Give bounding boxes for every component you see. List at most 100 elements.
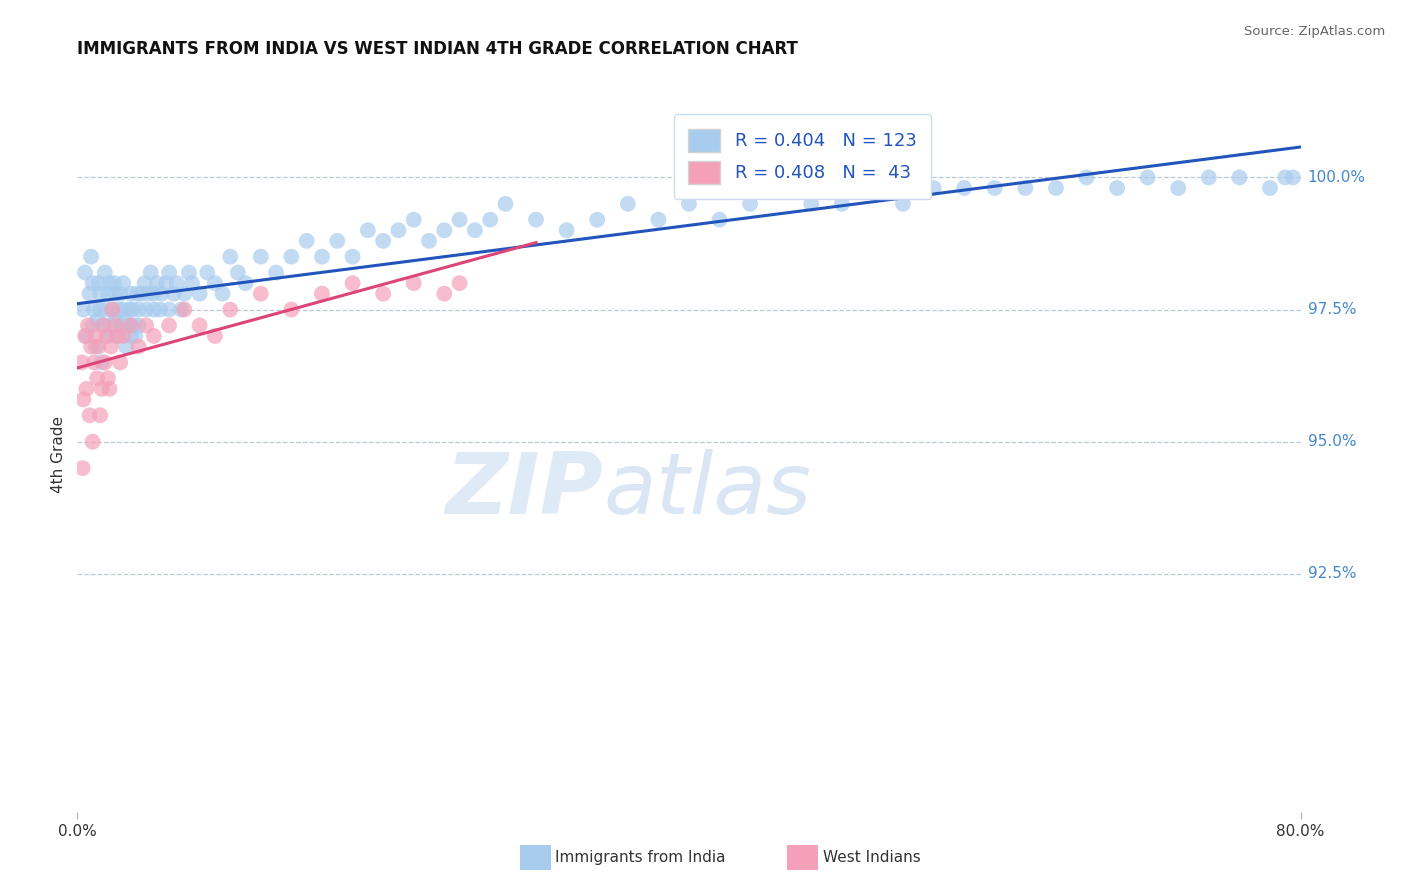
Point — [342, 276, 364, 290]
Text: Source: ZipAtlas.com: Source: ZipAtlas.com — [1244, 25, 1385, 38]
Point — [89, 286, 111, 301]
Point — [97, 371, 120, 385]
Point — [311, 250, 333, 264]
Point — [371, 234, 394, 248]
Point — [98, 276, 121, 290]
Point — [173, 302, 195, 317]
Point — [418, 234, 440, 248]
Point — [125, 286, 148, 301]
Point — [204, 276, 226, 290]
Point — [342, 250, 364, 264]
Point — [188, 286, 211, 301]
Point — [124, 329, 146, 343]
Point — [76, 329, 98, 343]
Point — [524, 212, 547, 227]
Point — [135, 302, 157, 317]
Point — [100, 340, 122, 354]
Point — [103, 276, 125, 290]
Point — [1167, 181, 1189, 195]
Point — [104, 313, 127, 327]
Point — [86, 313, 108, 327]
Point — [104, 286, 127, 301]
Point — [80, 340, 103, 354]
Point — [211, 286, 233, 301]
Point — [82, 276, 104, 290]
Point — [800, 197, 823, 211]
Point — [80, 250, 103, 264]
Point — [264, 266, 287, 280]
Point — [84, 329, 107, 343]
Point — [111, 318, 134, 333]
Point — [72, 302, 94, 317]
Point — [433, 286, 456, 301]
Point — [105, 329, 128, 343]
Point — [84, 340, 107, 354]
Point — [72, 392, 94, 407]
Point — [98, 382, 121, 396]
Point — [127, 318, 149, 333]
Point — [142, 302, 165, 317]
Text: 95.0%: 95.0% — [1308, 434, 1355, 450]
Point — [181, 276, 204, 290]
Point — [464, 223, 486, 237]
Point — [127, 302, 149, 317]
Point — [235, 276, 257, 290]
Point — [170, 302, 193, 317]
Text: atlas: atlas — [603, 449, 811, 533]
Point — [94, 266, 117, 280]
Point — [83, 302, 105, 317]
Point — [155, 276, 177, 290]
Point — [433, 223, 456, 237]
Point — [72, 461, 94, 475]
Text: West Indians: West Indians — [823, 850, 921, 864]
Text: 97.5%: 97.5% — [1308, 302, 1355, 317]
Point — [371, 286, 394, 301]
Point — [204, 329, 226, 343]
Point — [984, 181, 1007, 195]
Point — [1107, 181, 1129, 195]
Point — [97, 286, 120, 301]
Point — [1014, 181, 1036, 195]
Point — [87, 340, 110, 354]
Point — [73, 266, 96, 280]
Point — [177, 266, 200, 280]
Point — [1258, 181, 1281, 195]
Text: 92.5%: 92.5% — [1308, 566, 1355, 582]
Point — [311, 286, 333, 301]
Y-axis label: 4th Grade: 4th Grade — [51, 417, 66, 493]
Point — [195, 266, 218, 280]
Point — [108, 286, 131, 301]
Point — [150, 286, 173, 301]
Point — [135, 318, 157, 333]
Point — [250, 286, 273, 301]
Point — [326, 234, 349, 248]
Text: Immigrants from India: Immigrants from India — [555, 850, 725, 864]
Point — [280, 250, 302, 264]
Point — [1274, 170, 1296, 185]
Point — [76, 382, 98, 396]
Point — [104, 318, 127, 333]
Point — [112, 276, 135, 290]
Point — [769, 181, 792, 195]
Point — [157, 266, 180, 280]
Point — [157, 302, 180, 317]
Point — [77, 318, 100, 333]
Point — [82, 434, 104, 449]
Point — [134, 276, 156, 290]
Point — [120, 329, 142, 343]
Point — [82, 318, 104, 333]
Point — [127, 340, 149, 354]
Point — [146, 276, 169, 290]
Point — [101, 302, 124, 317]
Point — [89, 409, 111, 423]
Point — [1198, 170, 1220, 185]
Text: 100.0%: 100.0% — [1308, 169, 1365, 185]
Point — [219, 302, 242, 317]
Point — [83, 355, 105, 369]
Point — [91, 318, 114, 333]
Point — [112, 329, 135, 343]
Point — [617, 197, 640, 211]
Point — [121, 302, 143, 317]
Point — [1076, 170, 1098, 185]
Point — [709, 212, 731, 227]
